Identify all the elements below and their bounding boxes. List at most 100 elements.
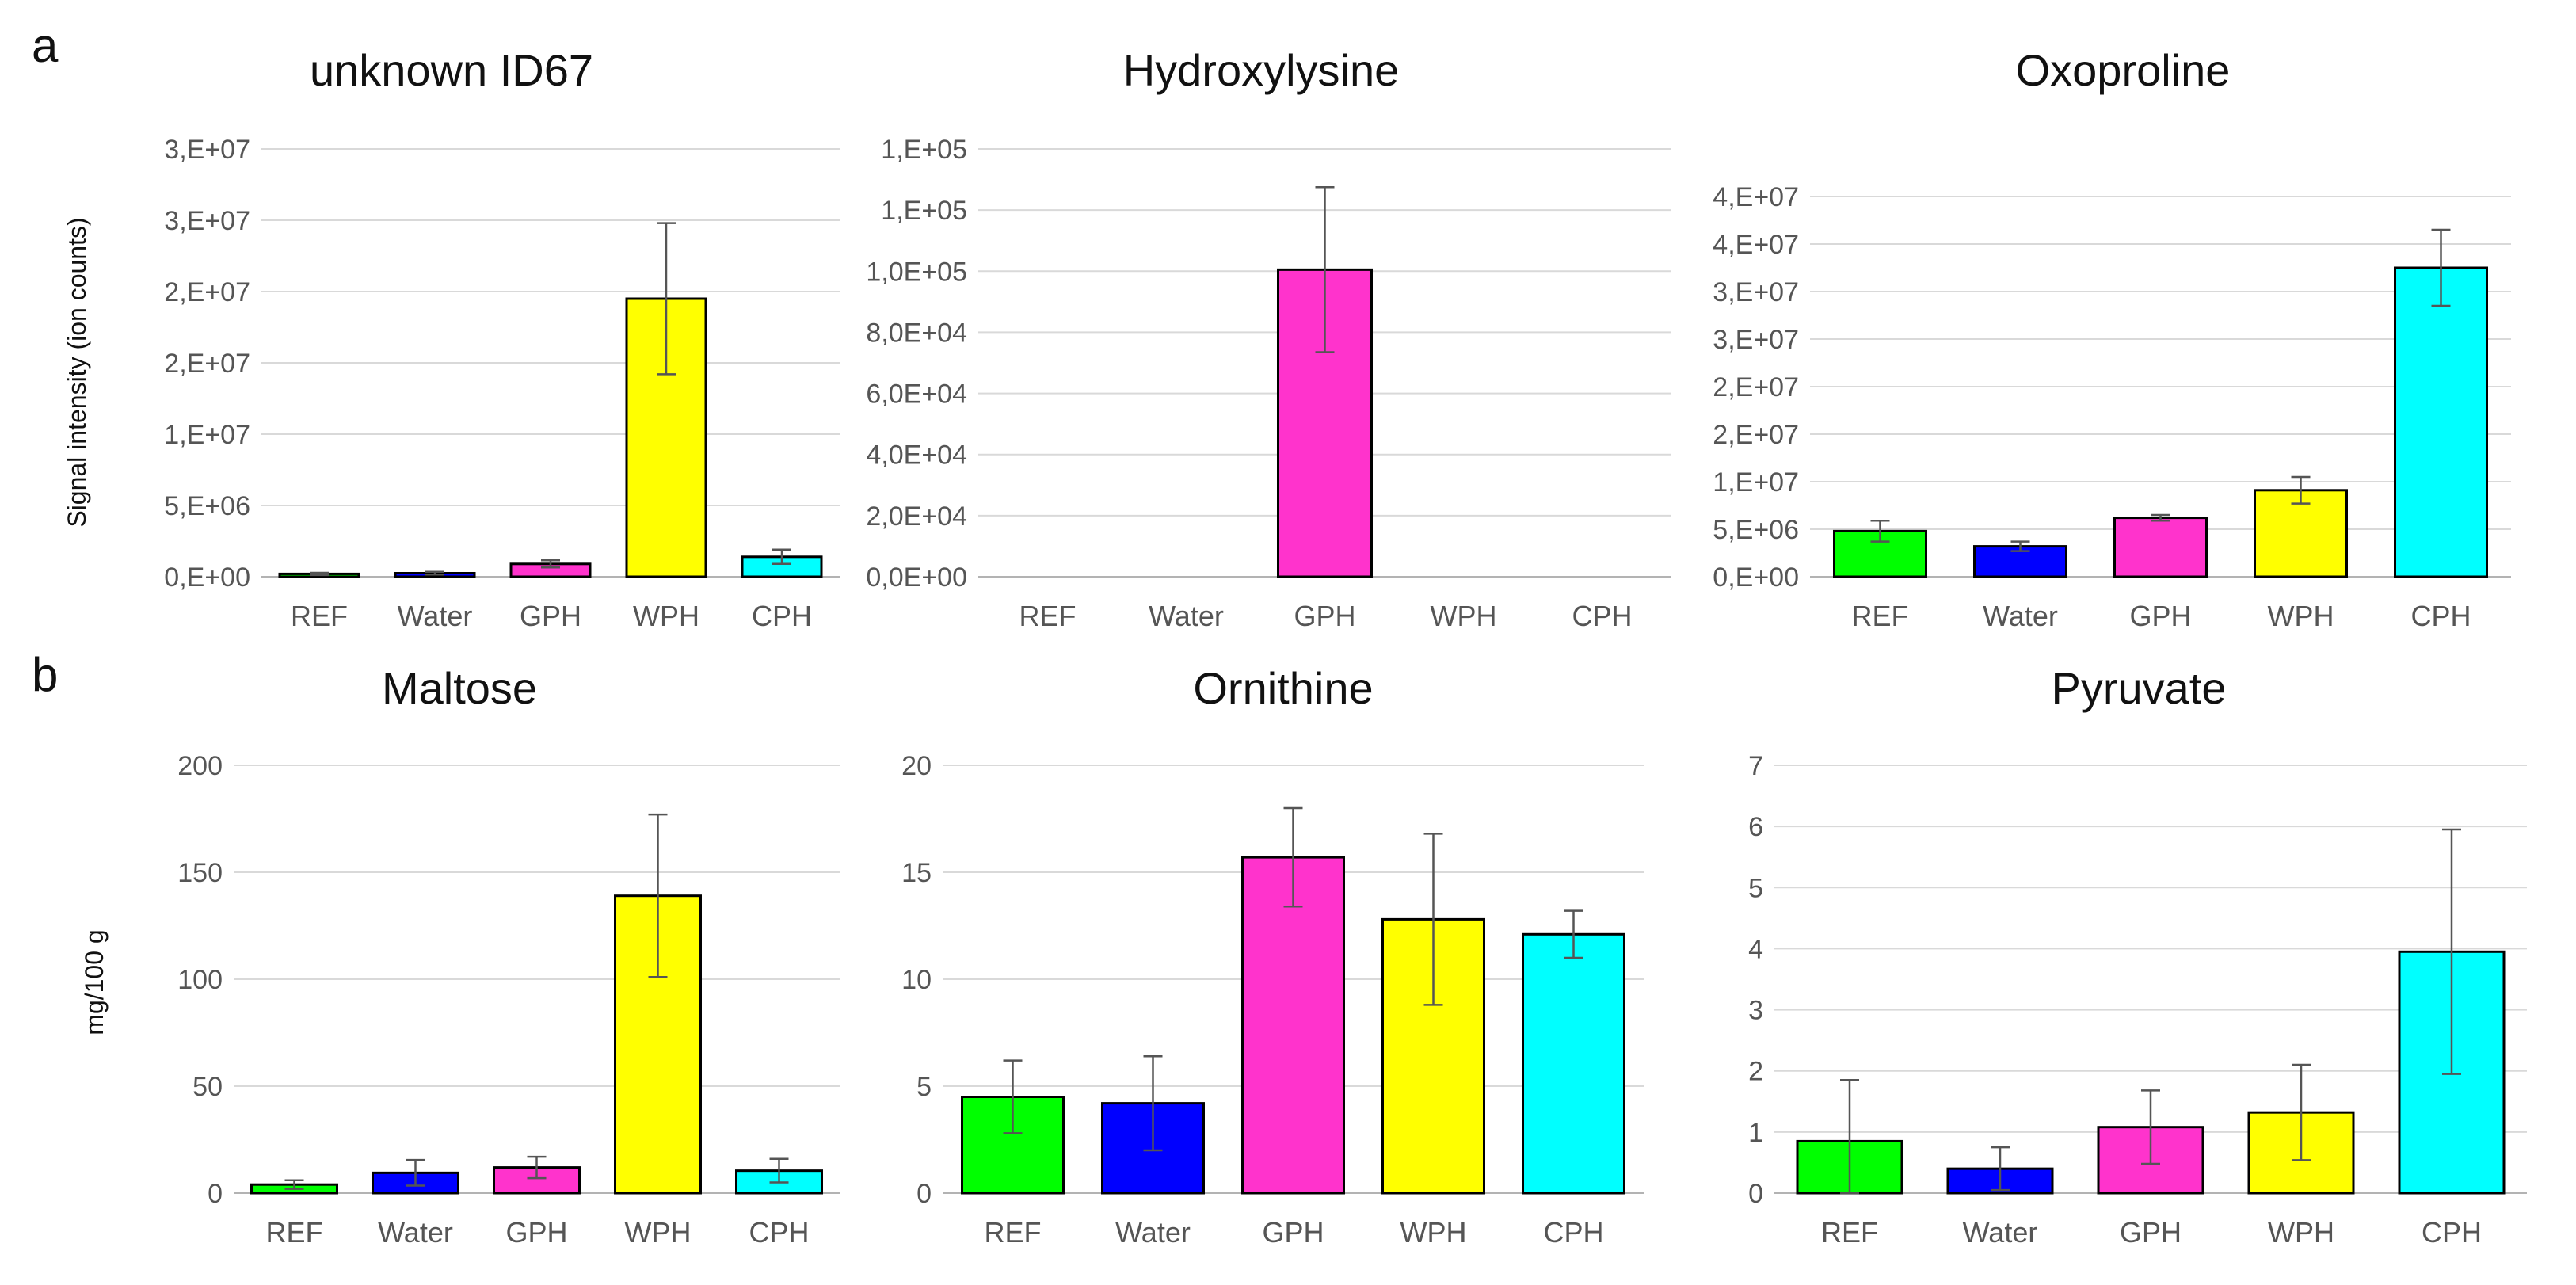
bar-cph <box>1522 932 1625 1195</box>
y-tick-label: 15 <box>901 858 932 888</box>
error-bar-gph <box>2151 513 2170 522</box>
x-tick-label: Water <box>378 1216 453 1249</box>
x-tick-label: CPH <box>1543 1216 1603 1249</box>
x-tick-label: GPH <box>520 600 581 632</box>
chart-title: Hydroxylysine <box>1123 45 1400 95</box>
chart-title: Oxoproline <box>2016 45 2231 95</box>
y-tick-label: 4,E+07 <box>1713 182 1799 212</box>
x-tick-label: WPH <box>633 600 699 632</box>
error-bar-wph <box>648 813 668 978</box>
error-bar-cph <box>772 548 791 566</box>
panel-label-a: a <box>32 19 59 72</box>
bar-cph <box>2394 266 2488 578</box>
error-bar-wph <box>657 222 676 376</box>
y-tick-label: 100 <box>177 965 223 995</box>
y-tick-label: 2,E+07 <box>164 349 250 379</box>
y-tick-label: 2,0E+04 <box>866 501 967 532</box>
error-bar-wph <box>2291 475 2311 505</box>
x-tick-label: REF <box>1852 600 1909 632</box>
y-tick-label: 1 <box>1748 1118 1763 1148</box>
y-tick-label: 1,E+07 <box>1713 467 1799 498</box>
x-tick-label: GPH <box>1294 600 1355 632</box>
error-bar-wph <box>1423 833 1443 1006</box>
bar-gph <box>2113 517 2208 578</box>
y-tick-label: 200 <box>177 751 223 781</box>
y-tick-label: 3,E+07 <box>1713 277 1799 307</box>
y-tick-label: 5,E+06 <box>164 491 250 521</box>
y-axis-label: Signal intensity (ion counts) <box>63 217 91 527</box>
chart-title: unknown ID67 <box>310 45 593 95</box>
y-tick-label: 1,E+07 <box>164 420 250 450</box>
y-tick-label: 0,E+00 <box>164 562 250 593</box>
y-tick-label: 2,E+07 <box>164 277 250 307</box>
x-tick-label: CPH <box>749 1216 809 1249</box>
x-tick-label: REF <box>266 1216 323 1249</box>
plot-area: 0,E+00 5,E+06 1,E+07 2,E+07 2,E+07 3,E+07 3,E+… <box>1713 182 2511 632</box>
x-tick-label: WPH <box>2268 1216 2334 1249</box>
error-bar-ref <box>1840 1079 1859 1195</box>
x-tick-label: WPH <box>2268 600 2334 632</box>
x-tick-label: Water <box>398 600 473 632</box>
error-bar-cph <box>1564 909 1583 959</box>
bar-ref <box>1833 529 1927 578</box>
x-tick-label: WPH <box>1400 1216 1467 1249</box>
y-tick-label: 0 <box>916 1179 932 1209</box>
chart-ornithine: Ornithine 0 5 10 15 20 REF Water GPH WPH CPH <box>901 663 1644 1249</box>
error-bar-gph <box>541 559 560 569</box>
y-tick-label: 3,E+07 <box>1713 325 1799 355</box>
y-tick-label: 1,E+05 <box>881 196 967 226</box>
plot-area: 0 5 10 15 20 REF Water GPH WPH CPH <box>901 751 1644 1249</box>
x-tick-label: CPH <box>1572 600 1632 632</box>
y-tick-label: 4,0E+04 <box>866 440 967 471</box>
y-tick-label: 6 <box>1748 812 1763 842</box>
error-bar-water <box>2010 540 2030 552</box>
y-tick-label: 4 <box>1748 934 1763 964</box>
y-tick-label: 1,0E+05 <box>866 257 967 287</box>
y-tick-label: 5 <box>916 1072 932 1102</box>
x-tick-label: WPH <box>1431 600 1497 632</box>
x-tick-label: GPH <box>505 1216 567 1249</box>
error-bar-water <box>425 570 444 576</box>
y-tick-label: 5 <box>1748 873 1763 903</box>
y-tick-label: 3,E+07 <box>164 135 250 165</box>
error-bar-ref <box>284 1179 304 1190</box>
error-bar-gph <box>1315 185 1335 353</box>
x-tick-label: CPH <box>752 600 812 632</box>
x-tick-label: GPH <box>2129 600 2191 632</box>
y-tick-label: 2,E+07 <box>1713 372 1799 402</box>
error-bar-ref <box>310 571 329 577</box>
y-tick-label: 2,E+07 <box>1713 420 1799 450</box>
x-tick-label: REF <box>985 1216 1042 1249</box>
y-tick-label: 0 <box>1748 1179 1763 1209</box>
chart-title: Ornithine <box>1193 663 1373 713</box>
plot-area: 0,E+00 5,E+06 1,E+07 2,E+07 2,E+07 3,E+07 3,E+… <box>164 135 840 632</box>
plot-area: 0 50 100 150 200 REF Water GPH WPH CPH <box>177 751 840 1249</box>
chart-title: Maltose <box>382 663 537 713</box>
panel-label-b: b <box>32 648 58 701</box>
y-tick-label: 0,E+00 <box>1713 562 1799 593</box>
error-bar-ref <box>1870 519 1890 543</box>
x-tick-label: WPH <box>625 1216 692 1249</box>
error-bar-cph <box>2442 828 2461 1075</box>
y-tick-label: 0 <box>208 1179 223 1209</box>
bar-gph <box>1241 856 1345 1195</box>
error-bar-cph <box>2431 228 2451 307</box>
chart-hydroxylysine: Hydroxylysine 0,0E+00 2,0E+04 4,0E+04 6,0E+… <box>866 45 1671 632</box>
chart-title: Pyruvate <box>2052 663 2227 713</box>
x-tick-label: REF <box>1019 600 1077 632</box>
x-tick-label: GPH <box>2120 1216 2182 1249</box>
y-tick-label: 8,0E+04 <box>866 318 967 348</box>
y-tick-label: 4,E+07 <box>1713 230 1799 260</box>
x-tick-label: REF <box>291 600 348 632</box>
x-tick-label: Water <box>1149 600 1224 632</box>
x-tick-label: CPH <box>2410 600 2471 632</box>
y-tick-label: 0,0E+00 <box>866 562 967 593</box>
error-bar-gph <box>527 1155 547 1180</box>
y-tick-label: 5,E+06 <box>1713 515 1799 545</box>
x-tick-label: Water <box>1115 1216 1191 1249</box>
y-tick-label: 3 <box>1748 996 1763 1026</box>
chart-maltose: Maltose mg/100 g 0 50 100 150 200 REF Water GPH… <box>80 663 840 1249</box>
error-bar-gph <box>2141 1089 2160 1165</box>
error-bar-water <box>1143 1054 1163 1152</box>
